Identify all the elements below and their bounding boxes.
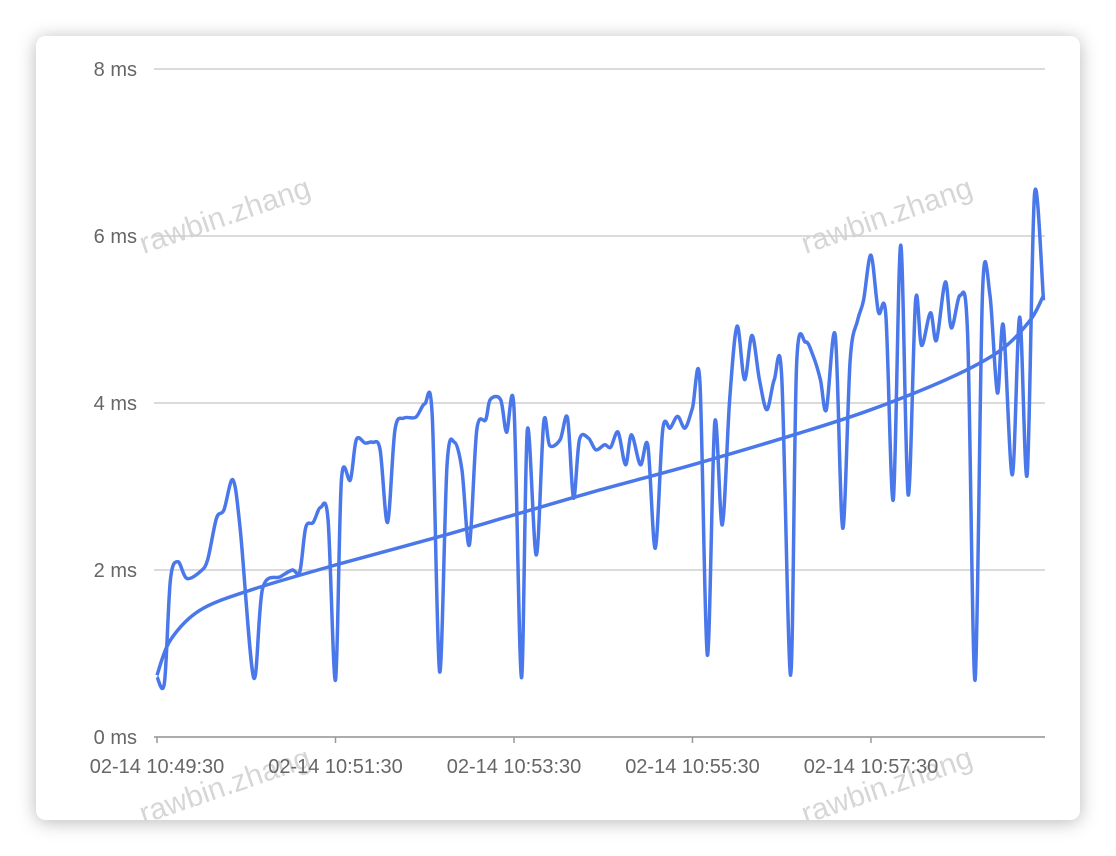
x-tick-label: 02-14 10:53:30 [447, 756, 582, 778]
x-tick-label: 02-14 10:55:30 [625, 756, 760, 778]
card [36, 36, 1080, 820]
y-tick-label: 2 ms [94, 560, 137, 582]
y-tick-label: 4 ms [94, 393, 137, 415]
x-tick-label: 02-14 10:51:30 [268, 756, 403, 778]
y-tick-label: 0 ms [94, 727, 137, 749]
series-line [155, 294, 1046, 676]
series-line [155, 187, 1046, 691]
y-tick-label: 6 ms [94, 226, 137, 248]
y-tick-label: 8 ms [94, 59, 137, 81]
x-tick-label: 02-14 10:49:30 [90, 756, 225, 778]
x-tick-label: 02-14 10:57:30 [804, 756, 939, 778]
